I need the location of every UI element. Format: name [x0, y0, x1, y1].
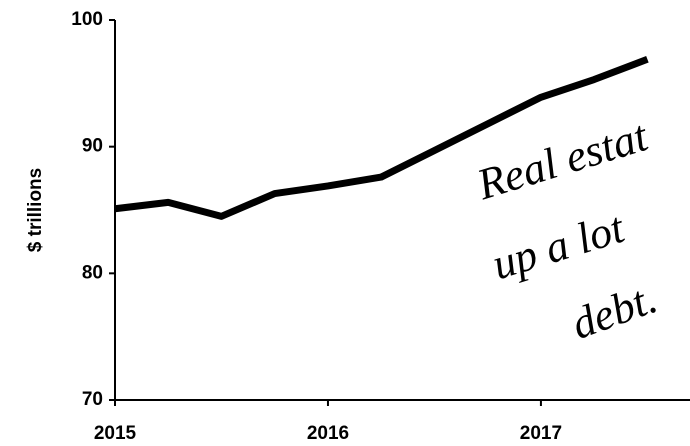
x-tick-label: 2015 [94, 423, 137, 444]
annotation: debt. [565, 273, 663, 349]
annotation: up a lot [487, 203, 632, 290]
y-tick-label: 90 [82, 136, 103, 157]
x-tick-label: 2016 [307, 423, 349, 444]
x-tick-label: 2017 [520, 423, 562, 444]
y-tick-label: 80 [82, 262, 103, 283]
annotation: Real estat [471, 111, 655, 210]
y-axis-label: $ trillions [25, 168, 46, 252]
line [114, 55, 649, 220]
y-tick-label: 100 [71, 9, 103, 30]
y-tick-label: 70 [82, 389, 103, 410]
